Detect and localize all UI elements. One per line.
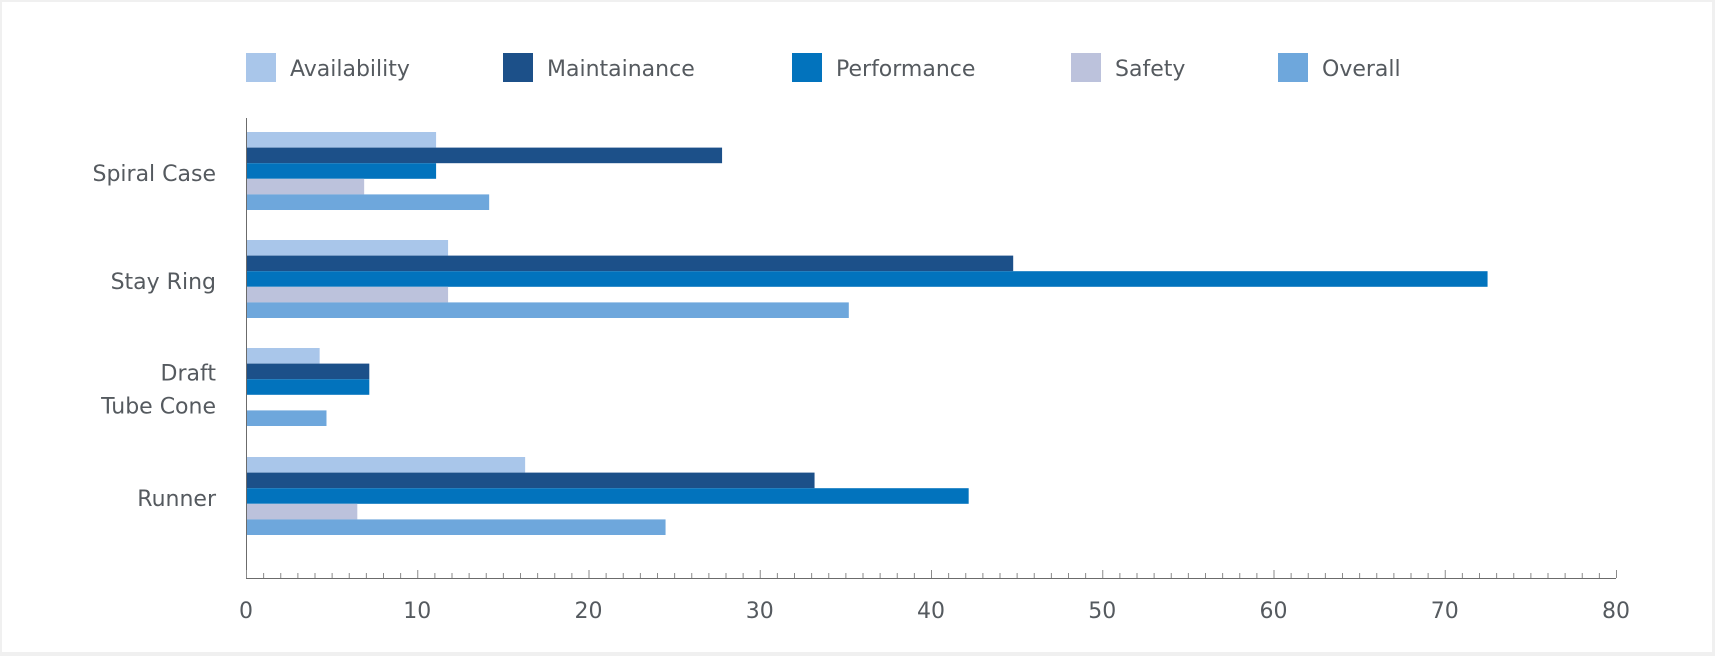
bar-2-2 <box>246 379 370 395</box>
category-label-1: Stay Ring <box>111 270 216 295</box>
bar-3-2 <box>246 488 969 504</box>
x-tick-label-3: 30 <box>746 599 774 624</box>
bar-2-0 <box>246 348 320 364</box>
category-label-3: Runner <box>137 487 217 512</box>
bar-3-4 <box>246 519 666 535</box>
legend-label-2: Performance <box>836 57 975 82</box>
x-tick-label-8: 80 <box>1602 599 1630 624</box>
bar-1-1 <box>246 255 1014 272</box>
legend-label-0: Availability <box>290 57 410 82</box>
bar-1-2 <box>246 271 1488 287</box>
category-label-0: Spiral Case <box>92 162 216 187</box>
bar-2-4 <box>246 410 327 426</box>
bar-0-1 <box>246 147 723 164</box>
legend-swatch-3 <box>1071 53 1101 82</box>
bar-3-3 <box>246 503 358 520</box>
x-tick-labels: 0 10 20 30 40 50 60 70 80 <box>239 599 1630 624</box>
axes <box>246 118 1617 579</box>
x-tick-label-6: 60 <box>1260 599 1288 624</box>
legend-swatch-2 <box>792 53 822 82</box>
bar-1-3 <box>246 286 449 303</box>
category-labels: Spiral Case Stay Ring Draft Tube Cone Runner <box>92 162 216 512</box>
legend-swatch-4 <box>1278 53 1308 82</box>
legend-label-3: Safety <box>1115 57 1185 82</box>
x-tick-label-5: 50 <box>1088 599 1116 624</box>
bar-0-3 <box>246 178 365 195</box>
category-label-2-line-1: Tube Cone <box>100 395 216 420</box>
bar-0-2 <box>246 163 437 179</box>
legend-label-1: Maintainance <box>547 57 695 82</box>
bars <box>246 132 1488 535</box>
x-tick-label-4: 40 <box>917 599 945 624</box>
legend-swatch-0 <box>246 53 276 82</box>
x-tick-label-7: 70 <box>1431 599 1459 624</box>
x-tick-label-1: 10 <box>403 599 431 624</box>
legend: Availability Maintainance Performance Safet… <box>246 53 1401 82</box>
bar-3-0 <box>246 457 526 473</box>
bar-1-0 <box>246 240 449 256</box>
bar-2-1 <box>246 363 370 380</box>
legend-swatch-1 <box>503 53 533 82</box>
legend-label-4: Overall <box>1322 57 1401 82</box>
x-tick-label-2: 20 <box>575 599 603 624</box>
bar-3-1 <box>246 472 815 489</box>
category-label-2-line-0: Draft <box>161 362 217 387</box>
x-tick-label-0: 0 <box>239 599 253 624</box>
bar-0-0 <box>246 132 437 148</box>
bar-1-4 <box>246 302 849 318</box>
bar-0-4 <box>246 194 490 210</box>
